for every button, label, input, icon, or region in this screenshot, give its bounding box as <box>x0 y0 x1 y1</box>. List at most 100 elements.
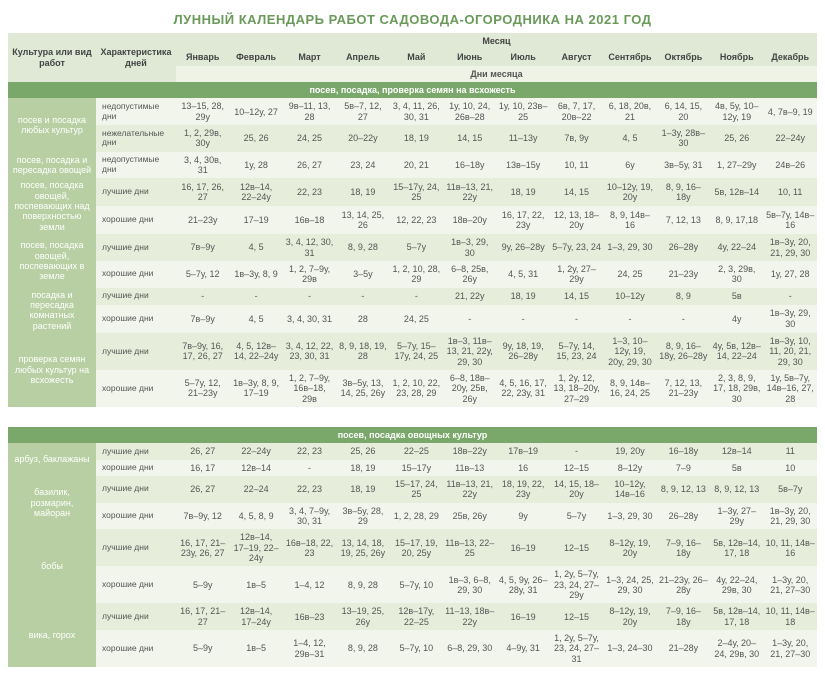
day-cell: 5–7у, 23, 24 <box>550 234 603 261</box>
day-cell: 22–24у <box>763 125 817 152</box>
day-cell: 8, 9, 17,18 <box>710 206 763 234</box>
day-cell: 8–12у <box>603 460 656 476</box>
culture-label: посадка и пересадка комнатных растений <box>8 288 96 333</box>
char-label: хорошие дни <box>96 503 176 530</box>
page-title: ЛУННЫЙ КАЛЕНДАРЬ РАБОТ САДОВОДА-ОГОРОДНИ… <box>8 12 817 27</box>
day-cell: 3–5у <box>336 261 389 288</box>
culture-label: посев, посадка овощей, поспевающих над п… <box>8 178 96 234</box>
day-cell: 8, 9, 14в–16, 24, 25 <box>603 370 656 407</box>
day-cell: 16–19 <box>496 529 549 566</box>
table-row: посев, посадка овощей, поспевающих в зем… <box>8 234 817 261</box>
day-cell: 1, 2, 28, 29 <box>390 503 443 530</box>
day-cell: 6у <box>603 152 656 179</box>
col-month: Декабрь <box>763 49 817 65</box>
day-cell: 5–7у, 12 <box>176 261 229 288</box>
day-cell: 8, 9, 28 <box>336 630 389 667</box>
day-cell: 4у, 22–24, 29в, 30 <box>710 566 763 603</box>
day-cell: 5в, 12в–14, 17, 18 <box>710 529 763 566</box>
char-label: лучшие дни <box>96 443 176 459</box>
calendar-table: Культура или вид работ Характеристика дн… <box>8 33 817 667</box>
char-label: недопустимые дни <box>96 98 176 125</box>
day-cell: 5–7у, 10 <box>390 630 443 667</box>
day-cell: 1в–5 <box>229 566 282 603</box>
day-cell: 21–23у <box>176 206 229 234</box>
day-cell: 22–25 <box>390 443 443 459</box>
day-cell: 9у, 26–28у <box>496 234 549 261</box>
char-label: лучшие дни <box>96 288 176 305</box>
col-char: Характеристика дней <box>96 33 176 82</box>
day-cell: 17–19 <box>229 206 282 234</box>
day-cell: 14, 15 <box>550 178 603 206</box>
day-cell: 5в, 12в–14, 17, 18 <box>710 603 763 630</box>
day-cell: 25в, 26у <box>443 503 496 530</box>
col-month-group: Месяц <box>176 33 817 49</box>
day-cell: 16, 17 <box>176 460 229 476</box>
day-cell: 10–12у, 14в–16 <box>603 476 656 503</box>
day-cell: - <box>283 288 336 305</box>
day-cell: 10, 11 <box>763 178 817 206</box>
day-cell: 12в–17у, 22–25 <box>390 603 443 630</box>
day-cell: 10–12у, 19, 20у <box>603 178 656 206</box>
day-cell: 1–3у, 27–29у <box>710 503 763 530</box>
col-month: Февраль <box>229 49 282 65</box>
day-cell: 1в–3, 11в–13, 21, 22у, 29, 30 <box>443 333 496 370</box>
day-cell: 1–3, 29, 30 <box>603 234 656 261</box>
col-month: Май <box>390 49 443 65</box>
char-label: хорошие дни <box>96 305 176 333</box>
day-cell: 5–9у <box>176 566 229 603</box>
day-cell: 16в–23 <box>283 603 336 630</box>
table-row: хорошие дни5–7у, 12, 21–23у1в–3у, 8, 9, … <box>8 370 817 407</box>
day-cell: 13в–15у <box>496 152 549 179</box>
culture-label: посев и посадка любых культур <box>8 98 96 151</box>
table-row: хорошие дни5–9у1в–51–4, 12, 29в–318, 9, … <box>8 630 817 667</box>
day-cell: 18в–22у <box>443 443 496 459</box>
day-cell: 8, 9, 12, 13 <box>710 476 763 503</box>
day-cell: - <box>763 288 817 305</box>
char-label: лучшие дни <box>96 234 176 261</box>
day-cell: 9у, 18, 19, 26–28у <box>496 333 549 370</box>
day-cell: 10, 11 <box>550 152 603 179</box>
day-cell: 24, 25 <box>283 125 336 152</box>
day-cell: 19, 20у <box>603 443 656 459</box>
day-cell: 11в–13, 21, 22у <box>443 178 496 206</box>
day-cell: 22–24 <box>229 476 282 503</box>
day-cell: 4, 5, 12в–14, 22–24у <box>229 333 282 370</box>
char-label: лучшие дни <box>96 476 176 503</box>
day-cell: 2, 3, 29в, 30 <box>710 261 763 288</box>
day-cell: 22–24у <box>229 443 282 459</box>
col-month: Октябрь <box>657 49 710 65</box>
day-cell: 4, 5, 9у, 26–28у, 31 <box>496 566 549 603</box>
day-cell: 18, 19 <box>336 178 389 206</box>
day-cell: 8, 9, 12, 13 <box>657 476 710 503</box>
col-month: Ноябрь <box>710 49 763 65</box>
day-cell: 5–9у <box>176 630 229 667</box>
day-cell: 16в–18 <box>283 206 336 234</box>
day-cell: 1в–3у, 8, 9, 17–19 <box>229 370 282 407</box>
day-cell: 12в–14, 17–24у <box>229 603 282 630</box>
day-cell: 18, 19 <box>336 476 389 503</box>
day-cell: 1в–3у, 29, 30 <box>763 305 817 333</box>
day-cell: 7–9, 16–18у <box>657 529 710 566</box>
char-label: хорошие дни <box>96 261 176 288</box>
culture-label: арбуз, баклажаны <box>8 443 96 476</box>
day-cell: 3в–5у, 13, 14, 25, 26у <box>336 370 389 407</box>
table-row: хорошие дни21–23у17–1916в–1813, 14, 25, … <box>8 206 817 234</box>
day-cell: 5в <box>710 288 763 305</box>
section-header: посев, посадка овощных культур <box>8 427 817 443</box>
day-cell: 16–19 <box>496 603 549 630</box>
col-month: Июнь <box>443 49 496 65</box>
day-cell: 1, 2у, 5–7у, 23, 24, 27–31 <box>550 630 603 667</box>
day-cell: 24в–26 <box>763 152 817 179</box>
day-cell: 21, 22у <box>443 288 496 305</box>
day-cell: 26, 27 <box>283 152 336 179</box>
day-cell: 20–22у <box>336 125 389 152</box>
day-cell: 15–17у <box>390 460 443 476</box>
day-cell: 14, 15 <box>550 288 603 305</box>
table-row: базилик, розмарин, майоранлучшие дни26, … <box>8 476 817 503</box>
day-cell: 26–28у <box>657 503 710 530</box>
day-cell: 1–3, 24, 25, 29, 30 <box>603 566 656 603</box>
day-cell: 1–3, 24–30 <box>603 630 656 667</box>
day-cell: 6–8, 29, 30 <box>443 630 496 667</box>
day-cell: 14, 15, 18–20у <box>550 476 603 503</box>
day-cell: 21–23у <box>657 261 710 288</box>
